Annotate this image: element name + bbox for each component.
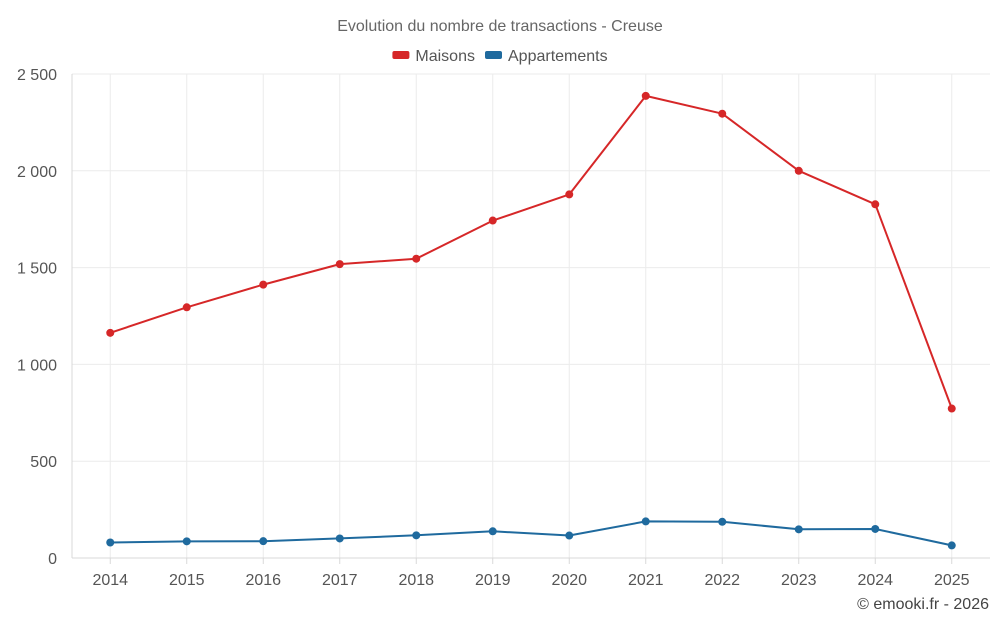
data-point-maisons[interactable]	[106, 328, 115, 337]
y-tick-label: 2 500	[17, 67, 57, 84]
data-point-maisons[interactable]	[641, 91, 650, 100]
chart-title: Evolution du nombre de transactions - Cr…	[337, 18, 663, 35]
data-point-maisons[interactable]	[794, 166, 803, 175]
credit-text: © emooki.fr - 2026	[857, 596, 989, 613]
data-point-appartements[interactable]	[947, 541, 956, 550]
data-point-appartements[interactable]	[335, 534, 344, 543]
data-point-maisons[interactable]	[182, 303, 191, 312]
data-point-appartements[interactable]	[718, 517, 727, 526]
x-tick-label: 2017	[322, 572, 358, 589]
series-line-maisons	[109, 94, 953, 409]
x-tick-label: 2025	[934, 572, 970, 589]
data-point-maisons[interactable]	[718, 109, 727, 118]
legend-swatch	[392, 51, 410, 59]
data-point-appartements[interactable]	[488, 527, 497, 536]
data-point-maisons[interactable]	[947, 404, 956, 413]
x-tick-label: 2021	[628, 572, 664, 589]
axes: 0 500 1 000 1 500 2 000 2 500 2014 2015 2016 2017…	[17, 67, 990, 589]
data-point-appartements[interactable]	[641, 517, 650, 526]
y-tick-label: 2 000	[17, 164, 57, 181]
data-point-appartements[interactable]	[106, 538, 115, 547]
y-tick-label: 1 500	[17, 261, 57, 278]
data-point-appartements[interactable]	[565, 531, 574, 540]
data-point-appartements[interactable]	[412, 531, 421, 540]
x-tick-label: 2020	[551, 572, 587, 589]
x-tick-label: 2019	[475, 572, 511, 589]
data-point-maisons[interactable]	[412, 254, 421, 263]
data-point-maisons[interactable]	[565, 190, 574, 199]
x-tick-label: 2018	[398, 572, 434, 589]
data-point-appartements[interactable]	[871, 524, 880, 533]
x-tick-label: 2024	[857, 572, 893, 589]
legend: Maisons Appartements	[392, 48, 608, 65]
y-tick-label: 500	[30, 454, 57, 471]
x-tick-label: 2016	[245, 572, 281, 589]
y-tick-label: 0	[48, 551, 57, 568]
data-point-maisons[interactable]	[335, 260, 344, 269]
legend-label: Maisons	[415, 48, 475, 65]
grid	[72, 73, 990, 558]
data-point-appartements[interactable]	[182, 537, 191, 546]
legend-item-appartements[interactable]: Appartements	[485, 48, 608, 65]
data-point-appartements[interactable]	[259, 537, 268, 546]
x-tick-label: 2023	[781, 572, 817, 589]
series-line-appartements	[110, 520, 953, 547]
legend-swatch	[485, 51, 502, 59]
plot-area	[106, 91, 956, 550]
data-point-maisons[interactable]	[488, 216, 497, 225]
x-tick-label: 2015	[169, 572, 205, 589]
data-point-maisons[interactable]	[871, 200, 880, 209]
data-point-maisons[interactable]	[259, 280, 268, 289]
legend-item-maisons[interactable]: Maisons	[392, 48, 475, 65]
y-tick-label: 1 000	[17, 357, 57, 374]
legend-label: Appartements	[508, 48, 608, 65]
data-point-appartements[interactable]	[794, 525, 803, 534]
x-tick-label: 2022	[704, 572, 740, 589]
x-tick-label: 2014	[92, 572, 128, 589]
